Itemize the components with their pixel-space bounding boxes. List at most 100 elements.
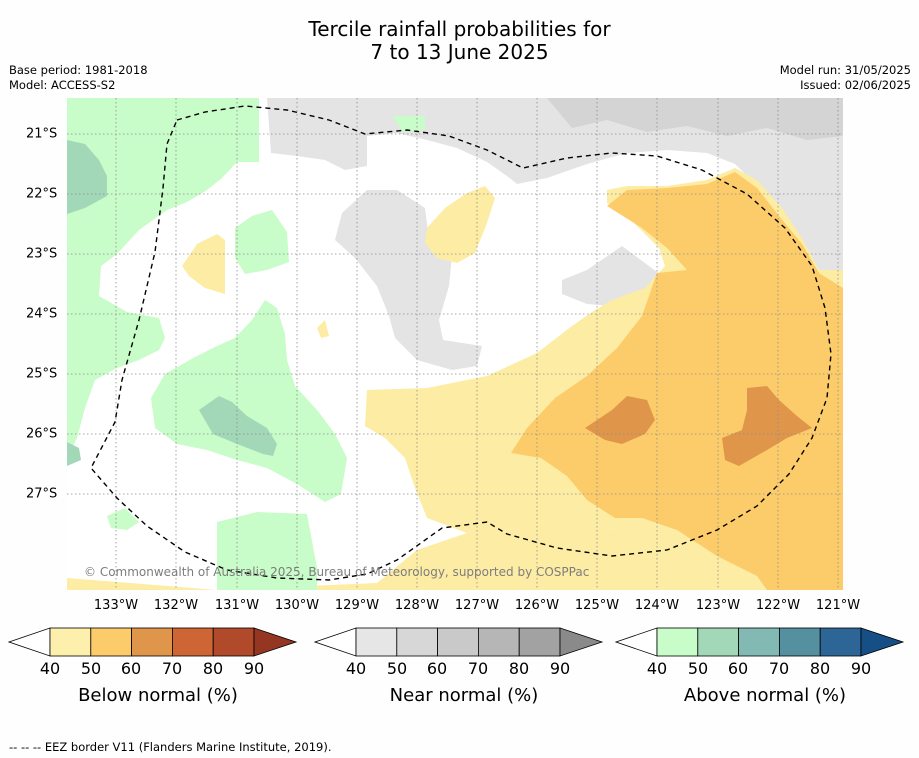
legend-swatch	[49, 627, 92, 657]
legend-near-normal: 40 50 60 70 80 90 Near normal (%)	[314, 625, 614, 706]
run-info: Model run: 31/05/2025 Issued: 02/06/2025	[780, 63, 911, 93]
eez-footnote: -- -- -- EEZ border V11 (Flanders Marine…	[9, 740, 332, 754]
legend-ticks-below: 40 50 60 70 80 90	[8, 659, 308, 679]
above-normal-south-strip	[217, 512, 317, 590]
legend-tick: 70	[161, 659, 183, 678]
above-normal-west-patch-50	[67, 140, 107, 214]
legend-swatches-near	[355, 627, 561, 657]
model-name-text: Model: ACCESS-S2	[9, 78, 116, 92]
legend-swatches-below	[49, 627, 255, 657]
probability-map	[67, 98, 843, 590]
legend-swatch	[437, 627, 479, 657]
legend-min-arrow	[314, 627, 357, 657]
legend-max-arrow	[559, 627, 604, 657]
map-title: Tercile rainfall probabilities for 7 to …	[0, 18, 919, 64]
legend-colorbar-below	[8, 627, 298, 657]
near-normal-central-region	[335, 190, 482, 370]
below-normal-tiny-blob	[317, 320, 329, 338]
x-tick-label: 123°W	[695, 598, 741, 613]
legend-tick: 50	[687, 659, 709, 678]
above-normal-small-blob	[107, 508, 139, 530]
title-line-2: 7 to 13 June 2025	[370, 40, 549, 64]
legend-tick: 60	[120, 659, 142, 678]
legend-tick: 40	[646, 659, 668, 678]
x-tick-label: 125°W	[574, 598, 620, 613]
legend-tick: 80	[508, 659, 530, 678]
model-run-text: Model run: 31/05/2025	[779, 63, 911, 77]
legend-title-below: Below normal (%)	[78, 685, 238, 706]
issued-text: Issued: 02/06/2025	[800, 78, 911, 92]
x-tick-label: 124°W	[634, 598, 680, 613]
legend-swatches-above	[656, 627, 862, 657]
below-normal-60-region	[511, 172, 843, 590]
legend-swatch	[778, 627, 821, 657]
legend-swatch	[171, 627, 214, 657]
legend-below-normal: 40 50 60 70 80 90 Below normal (%)	[8, 625, 308, 706]
x-tick-label: 129°W	[334, 598, 380, 613]
below-normal-north-blob	[425, 186, 495, 263]
legend-tick: 60	[727, 659, 749, 678]
legend-colorbar-near	[314, 627, 604, 657]
eez-border	[90, 105, 832, 581]
y-tick-label: 24°S	[26, 306, 58, 322]
legend-swatch	[131, 627, 173, 657]
legend-tick: 90	[850, 659, 872, 678]
y-tick-label: 27°S	[26, 486, 58, 502]
x-tick-label: 122°W	[755, 598, 801, 613]
legend-tick: 90	[243, 659, 265, 678]
legend-tick: 40	[345, 659, 367, 678]
above-normal-central-patch-50	[199, 396, 277, 456]
below-normal-west-blob	[182, 234, 225, 294]
legend-swatch	[212, 627, 255, 657]
x-tick-label: 121°W	[815, 598, 861, 613]
y-tick-label: 22°S	[26, 186, 58, 202]
legend-colorbar-above	[615, 627, 905, 657]
copyright-notice: © Commonwealth of Australia 2025, Bureau…	[84, 565, 590, 579]
legend-swatch	[518, 627, 561, 657]
legend-ticks-above: 40 50 60 70 80 90	[615, 659, 915, 679]
legend-tick: 70	[768, 659, 790, 678]
below-normal-70-east-patch	[722, 386, 812, 466]
x-tick-label: 126°W	[514, 598, 560, 613]
near-normal-darker-band	[547, 98, 843, 140]
legend-swatch	[819, 627, 862, 657]
x-tick-label: 131°W	[214, 598, 260, 613]
legend-tick: 80	[809, 659, 831, 678]
legend-swatch	[697, 627, 740, 657]
y-tick-label: 23°S	[26, 246, 58, 262]
base-period-text: Base period: 1981-2018	[9, 63, 148, 77]
legend-max-arrow	[860, 627, 905, 657]
above-normal-north-patch	[235, 210, 289, 274]
above-normal-edge-patch	[67, 442, 81, 466]
title-line-1: Tercile rainfall probabilities for	[308, 17, 611, 41]
legend-title-near: Near normal (%)	[389, 685, 539, 706]
x-tick-label: 132°W	[153, 598, 199, 613]
x-tick-label: 127°W	[454, 598, 500, 613]
legend-tick: 80	[202, 659, 224, 678]
x-tick-label: 128°W	[394, 598, 440, 613]
legend-swatch	[738, 627, 780, 657]
y-tick-label: 21°S	[26, 126, 58, 142]
above-normal-central-region	[151, 300, 347, 502]
legend-swatch	[656, 627, 699, 657]
legend-title-above: Above normal (%)	[683, 685, 847, 706]
legend-tick: 70	[467, 659, 489, 678]
above-normal-west-region	[67, 98, 259, 458]
model-info: Base period: 1981-2018 Model: ACCESS-S2	[9, 63, 148, 93]
legend-tick: 60	[426, 659, 448, 678]
legend-ticks-near: 40 50 60 70 80 90	[314, 659, 614, 679]
legend-above-normal: 40 50 60 70 80 90 Above normal (%)	[615, 625, 915, 706]
legend-min-arrow	[8, 627, 51, 657]
legend-tick: 90	[549, 659, 571, 678]
above-normal-top-blob	[392, 116, 425, 132]
legend-tick: 50	[386, 659, 408, 678]
map-gridlines	[67, 98, 843, 590]
legend-tick: 40	[39, 659, 61, 678]
y-tick-label: 26°S	[26, 426, 58, 442]
map-canvas	[67, 98, 843, 590]
legend-tick: 50	[80, 659, 102, 678]
x-tick-label: 130°W	[274, 598, 320, 613]
legend-swatch	[477, 627, 520, 657]
below-normal-70-west-patch	[585, 396, 655, 444]
y-tick-label: 25°S	[26, 366, 58, 382]
